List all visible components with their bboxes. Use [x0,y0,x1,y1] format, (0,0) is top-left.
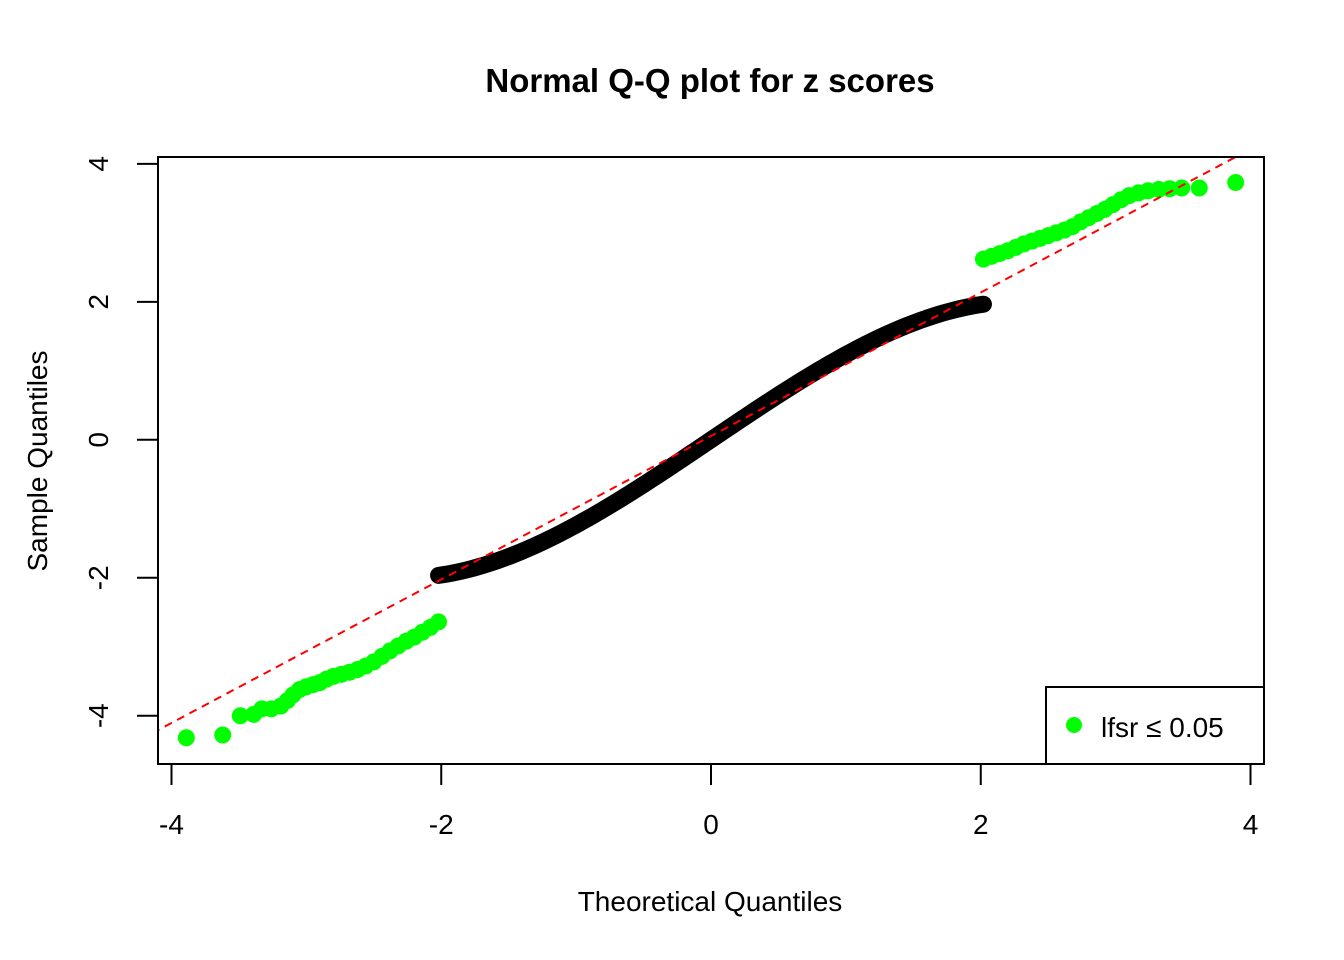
nonsignificant-band [430,295,992,584]
data-point [177,729,195,747]
y-tick-label: 2 [83,294,114,310]
data-point [231,707,249,725]
y-axis-label: Sample Quantiles [22,350,53,571]
x-tick-label: -4 [159,809,184,840]
data-point [214,726,232,744]
chart-title: Normal Q-Q plot for z scores [485,62,934,99]
x-tick-label: 0 [703,809,719,840]
y-axis: -4 -2 0 2 4 [83,156,159,728]
data-point [1173,179,1191,197]
x-axis-label: Theoretical Quantiles [578,886,843,917]
x-tick-label: -2 [429,809,454,840]
y-tick-label: 0 [83,432,114,448]
y-tick-label: -2 [83,565,114,590]
legend-marker [1066,717,1082,733]
x-tick-label: 4 [1243,809,1259,840]
legend: lfsr ≤ 0.05 [1045,686,1265,765]
legend-label: lfsr ≤ 0.05 [1101,712,1224,743]
data-point [430,613,448,631]
reference-line [158,157,1238,732]
x-axis: -4 -2 0 2 4 [159,763,1259,840]
legend-box [1045,686,1265,765]
y-tick-label: 4 [83,156,114,172]
nonsignificant-points [430,295,992,584]
data-point [1190,179,1208,197]
data-point [1227,174,1245,192]
significant-points [177,174,1245,747]
y-tick-label: -4 [83,703,114,728]
x-tick-label: 2 [973,809,989,840]
data-point [1161,180,1179,198]
